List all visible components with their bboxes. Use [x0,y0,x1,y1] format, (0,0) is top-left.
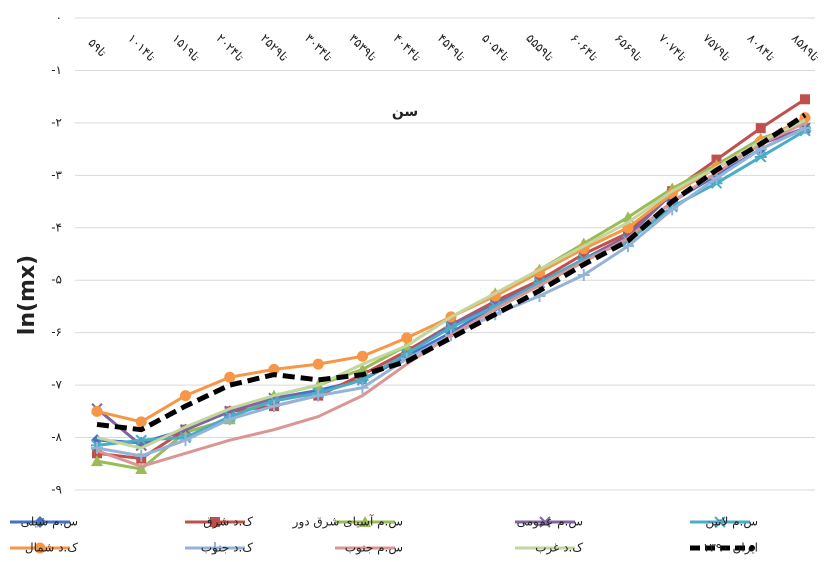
data-point [268,363,280,375]
legend-label: س.م جنوب [345,541,403,556]
data-point [534,275,545,286]
series-line [96,118,806,450]
data-point [577,268,590,281]
data-point [622,240,634,253]
y-tick-label: -۱ [51,63,62,77]
x-tick-label: ۷۵تا۷۹ [700,31,733,64]
x-tick-label: ۶۵تا۶۹ [612,31,645,64]
legend-item: ایران ۱۳۹۰ [690,541,758,556]
x-tick-label: ۸۰تا۸۴ [745,31,778,64]
legend-item: ک.د جنوب [185,541,253,556]
x-tick-label: ۷۰تا۷۴ [656,31,689,64]
x-tick-label: ۲۰تا۲۴ [214,31,247,64]
legend-label: س.م لاتین [705,515,758,530]
y-tick-label: -۷ [51,378,62,392]
y-tick-label: -۶ [51,325,62,339]
x-tick-label: ۵تا۹ [85,36,109,60]
data-point [179,434,192,447]
legend-label: س.م عمومی [517,515,583,530]
legend-label: ک.د جنوب [201,541,254,556]
x-tick-label: ۱۰تا۱۴ [125,31,158,64]
legend-item: س.م جنوب [335,541,403,556]
data-point [312,389,325,402]
x-tick-label: ۴۵تا۴۹ [435,31,468,64]
legend-item: ک.د شرق [185,515,253,530]
data-point [666,203,679,216]
data-point [224,371,236,383]
legend-marker [34,516,46,528]
data-point [401,346,412,357]
x-tick-label: ۱۵تا۱۹ [169,31,202,64]
data-point [401,332,413,344]
data-point [755,123,766,134]
y-tick-label: -۳ [51,168,62,182]
legend-label: ک.د غرب [535,541,583,556]
legend-marker [209,542,221,554]
data-point [800,94,810,105]
y-tick-label: -۴ [51,220,62,234]
x-tick-label: ۶۰تا۶۴ [568,31,601,64]
data-point [356,363,369,375]
legend-marker [714,516,726,528]
legend-marker [34,542,46,554]
legend-marker [359,516,371,527]
x-tick-label: ۸۵تا۸۹ [789,31,822,64]
data-point [91,455,103,467]
y-tick-label: -۲ [51,115,62,129]
x-tick-label: ۵۰تا۵۴ [479,31,512,64]
data-point [357,350,368,362]
legend-item: ک.د شمال [10,541,78,555]
legend-item: س.م لاتین [690,515,758,530]
y-tick-label: -۵ [51,273,62,287]
y-tick-label: -۹ [51,483,62,497]
legend-marker [210,517,220,527]
data-point [754,151,767,163]
x-tick-label: ۳۵تا۳۹ [346,31,379,64]
data-point [268,400,280,413]
data-point [223,413,236,426]
legend-label: س.م شیلی [21,515,78,530]
legend-item: ک.د غرب [515,541,583,556]
y-tick-label: -۸ [51,430,62,444]
y-axis-title: ln(mx) [15,255,40,335]
series-line [96,112,807,433]
data-point [312,358,324,370]
data-point [91,405,103,417]
series-line [96,121,806,471]
data-point [135,449,148,462]
data-point [356,381,369,394]
x-tick-label: ۳۰تا۳۴ [302,31,335,64]
data-point [135,463,148,475]
x-tick-label: ۴۰تا۴۴ [391,31,424,64]
data-point [135,434,148,446]
legend-label: ایران ۱۳۹۰ [703,541,758,556]
series-line [96,116,806,424]
legend-marker [539,516,551,528]
x-axis-title: سن [392,104,418,120]
x-tick-label: ۲۵تا۲۹ [258,31,291,64]
data-point [445,321,457,334]
y-tick-label: ۰ [56,11,62,25]
data-point [135,416,147,428]
legend-label: ک.د شرق [203,515,253,530]
legend-label: ک.د شمال [25,541,78,555]
legend-label: س.م آسیای شرق دور [292,514,403,530]
legend-item: س.م عمومی [515,515,583,530]
legend-marker [749,545,755,551]
series-line [96,98,806,461]
data-point [180,390,191,402]
legend-item: س.م شیلی [10,515,78,530]
legend-item: س.م آسیای شرق دور [292,514,403,530]
x-tick-label: ۵۵تا۵۹ [523,31,556,64]
